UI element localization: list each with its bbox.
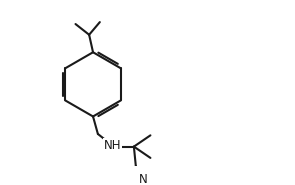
Text: NH: NH xyxy=(104,139,121,152)
Text: N: N xyxy=(139,173,148,185)
